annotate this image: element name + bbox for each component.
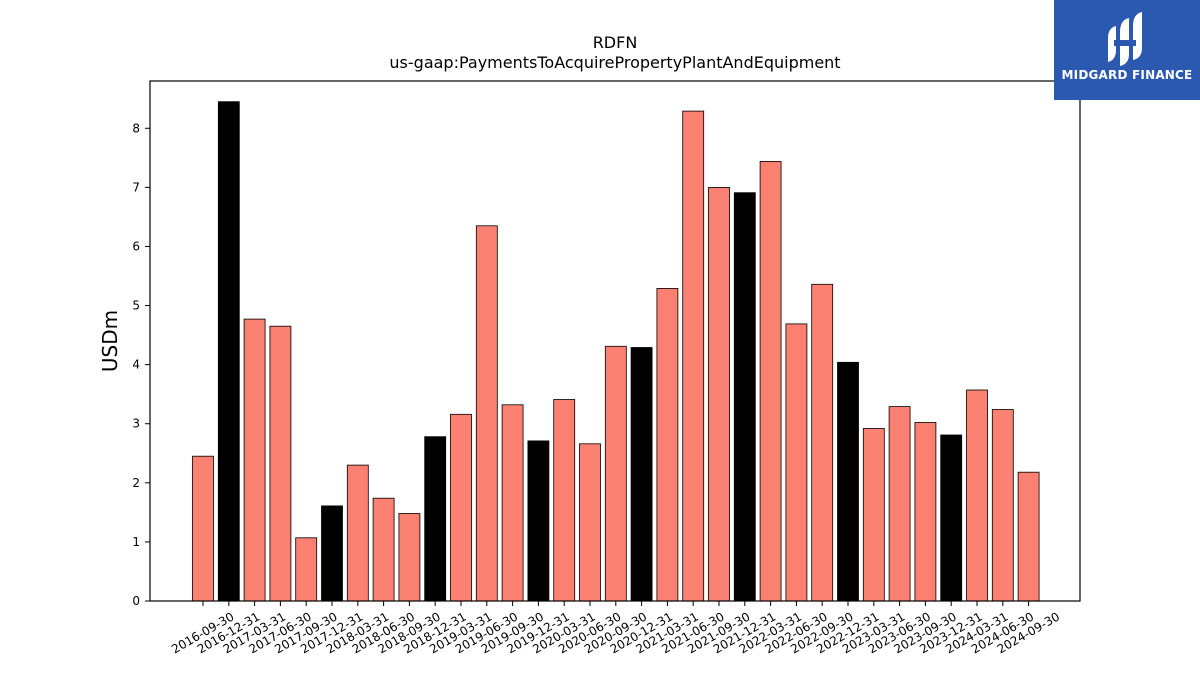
bar-2022-09-30 xyxy=(811,283,834,602)
bar-2021-12-31 xyxy=(733,192,756,602)
y-tick-label: 2 xyxy=(132,476,140,490)
y-tick-label: 7 xyxy=(132,180,140,194)
midgard-logo-icon xyxy=(1108,12,1142,66)
y-tick-label: 8 xyxy=(132,121,140,135)
bar-2020-12-31 xyxy=(630,347,653,602)
bar-2019-06-30 xyxy=(475,225,498,602)
bar-2024-06-30 xyxy=(991,409,1014,602)
bar-2023-09-30 xyxy=(914,422,937,602)
bar-2020-06-30 xyxy=(579,443,601,602)
bar-2021-03-31 xyxy=(656,287,679,602)
y-tick-label: 3 xyxy=(132,417,140,431)
bar-2022-06-30 xyxy=(785,323,808,602)
bars-group xyxy=(192,101,1040,602)
bar-2022-03-31 xyxy=(759,160,782,602)
bar-2024-09-30 xyxy=(1017,471,1040,602)
brand-logo: MIDGARD FINANCE xyxy=(1054,0,1200,100)
y-tick-label: 6 xyxy=(132,239,140,253)
bar-2018-09-30 xyxy=(398,513,421,602)
bar-2023-12-31 xyxy=(940,434,963,602)
bar-2019-09-30 xyxy=(501,404,524,602)
bar-2023-06-30 xyxy=(888,406,911,602)
bar-2024-03-31 xyxy=(966,389,988,602)
bar-2022-12-31 xyxy=(837,361,859,602)
y-axis: 0 1 2 3 4 5 6 7 8 xyxy=(132,121,150,608)
bar-2017-12-31 xyxy=(321,505,343,602)
y-tick-label: 5 xyxy=(132,299,140,313)
y-tick-label: 1 xyxy=(132,535,140,549)
bar-2018-12-31 xyxy=(424,436,447,602)
bar-2019-12-31 xyxy=(527,440,550,602)
bar-2018-06-30 xyxy=(372,497,395,602)
bar-2021-09-30 xyxy=(708,186,730,602)
brand-name: MIDGARD FINANCE xyxy=(1061,68,1193,82)
chart-subtitle: us-gaap:PaymentsToAcquirePropertyPlantAn… xyxy=(389,53,840,72)
y-tick-label: 4 xyxy=(132,358,140,372)
bar-2016-09-30 xyxy=(192,455,214,602)
bar-2019-03-31 xyxy=(450,413,472,602)
chart-title: RDFN xyxy=(593,33,638,52)
bar-2016-12-31 xyxy=(217,101,240,602)
bar-2017-03-31 xyxy=(243,318,266,602)
y-tick-label: 0 xyxy=(132,594,140,608)
bar-2020-09-30 xyxy=(604,345,627,602)
y-axis-label: USDm xyxy=(98,310,122,372)
bar-2023-03-31 xyxy=(862,428,885,602)
bar-2017-06-30 xyxy=(269,325,292,602)
bar-2018-03-31 xyxy=(346,464,369,602)
x-axis: 2016-09-302016-12-312017-03-312017-06-30… xyxy=(169,601,1062,656)
bar-2017-09-30 xyxy=(295,537,318,602)
bar-2021-06-30 xyxy=(682,110,705,602)
plot-area-frame xyxy=(149,80,1081,602)
bar-2020-03-31 xyxy=(553,399,576,602)
